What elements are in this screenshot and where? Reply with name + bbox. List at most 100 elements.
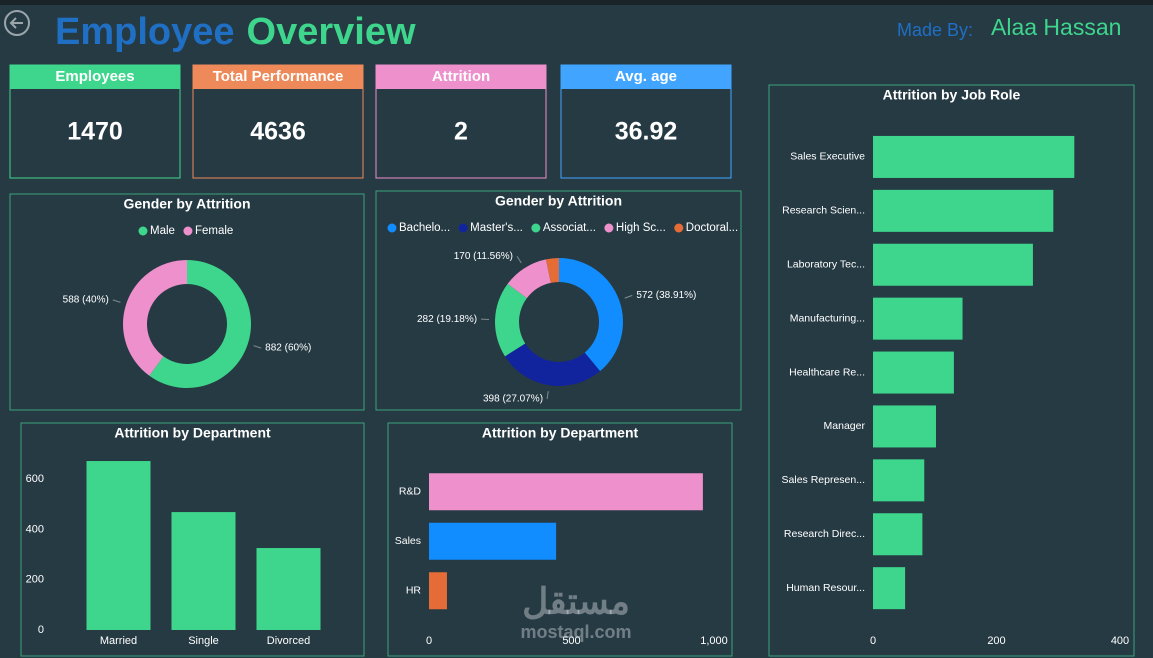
x-tick-label: Divorced — [267, 635, 310, 647]
chart-title: Attrition by Department — [114, 425, 271, 441]
leader-line — [516, 255, 522, 264]
x-tick-label: 400 — [1111, 635, 1129, 647]
title-part: Overview — [247, 11, 416, 53]
watermark: mostaql.com — [520, 622, 631, 642]
bar — [873, 135, 1075, 178]
y-tick-label: Laboratory Tec... — [787, 259, 865, 271]
data-label: 170 (11.56%) — [454, 251, 513, 262]
legend-marker — [387, 223, 397, 233]
bar — [873, 567, 906, 610]
bar — [256, 548, 321, 630]
legend-label: Master's... — [470, 222, 523, 234]
legend-marker — [138, 226, 148, 236]
legend-label: Male — [150, 225, 175, 237]
bar — [171, 512, 236, 630]
data-label: 572 (38.91%) — [636, 290, 696, 301]
y-tick-label: Manufacturing... — [790, 312, 865, 324]
data-label: 882 (60%) — [265, 343, 311, 354]
donut-slice — [559, 258, 623, 372]
y-tick-label: 200 — [26, 574, 44, 586]
kpi-header — [10, 65, 180, 89]
chart-title: Attrition by Department — [482, 425, 639, 441]
kpi-value: 4636 — [250, 118, 306, 146]
data-label: 282 (19.18%) — [417, 314, 477, 325]
chart-title: Gender by Attrition — [495, 193, 622, 209]
panel — [375, 190, 742, 411]
legend-marker — [531, 223, 541, 233]
donut-slice — [122, 260, 187, 376]
y-tick-label: Sales Represen... — [782, 474, 865, 486]
bar — [873, 405, 936, 448]
y-tick-label: Healthcare Re... — [789, 366, 865, 378]
donut-slice — [149, 260, 251, 389]
leader-line — [624, 294, 633, 299]
title: Employee Overview — [55, 11, 416, 53]
kpi-header — [193, 65, 363, 89]
legend-label: Associat... — [543, 222, 596, 234]
panel — [9, 193, 365, 411]
kpi-value: 1470 — [67, 118, 123, 146]
y-tick-label: R&D — [399, 486, 422, 498]
legend-label: Bachelo... — [399, 222, 450, 234]
x-tick-label: 500 — [562, 635, 580, 647]
panel — [20, 422, 365, 657]
x-tick-label: Married — [100, 635, 137, 647]
kpi-value: 36.92 — [615, 118, 678, 146]
data-label: 588 (40%) — [63, 295, 109, 306]
leader-line — [546, 391, 549, 400]
kpi-label: Total Performance — [213, 68, 344, 85]
watermark: مستقل — [522, 581, 630, 622]
bar — [429, 522, 557, 560]
leader-line — [253, 345, 262, 349]
donut-slice — [507, 259, 551, 299]
made-by-name: Alaa Hassan — [991, 14, 1121, 40]
panel — [387, 422, 733, 657]
made-by-label: Made By: — [897, 20, 973, 40]
x-tick-label: 0 — [870, 635, 876, 647]
bar — [873, 513, 923, 556]
bar — [873, 297, 963, 340]
data-label: 398 (27.07%) — [483, 394, 543, 405]
legend-marker — [183, 226, 193, 236]
y-tick-label: 400 — [26, 523, 44, 535]
legend-label: High Sc... — [616, 222, 666, 234]
kpi-header — [376, 65, 546, 89]
x-tick-label: 200 — [987, 635, 1005, 647]
y-tick-label: Research Scien... — [782, 205, 865, 217]
bar — [873, 351, 954, 394]
title-part: Employee — [55, 11, 235, 53]
y-tick-label: Sales — [395, 535, 421, 547]
back-button[interactable] — [4, 10, 30, 36]
y-tick-label: HR — [406, 585, 422, 597]
legend-marker — [604, 223, 614, 233]
donut-slice — [495, 283, 527, 357]
x-tick-label: 0 — [426, 635, 432, 647]
kpi-label: Avg. age — [615, 68, 677, 85]
bar — [873, 189, 1054, 232]
kpi-header — [561, 65, 731, 89]
kpi-label: Employees — [55, 68, 134, 85]
y-tick-label: 600 — [26, 473, 44, 485]
legend-marker — [674, 223, 684, 233]
kpi-label: Attrition — [432, 68, 490, 85]
legend-label: Female — [195, 225, 233, 237]
bar — [429, 473, 703, 511]
donut-slice — [504, 343, 601, 387]
bar — [873, 243, 1033, 286]
top-strip — [0, 0, 1153, 5]
y-tick-label: 0 — [38, 624, 44, 636]
bar — [86, 461, 151, 630]
chart-title: Gender by Attrition — [123, 196, 250, 212]
donut-slice — [545, 258, 559, 283]
x-tick-label: 1,000 — [700, 635, 728, 647]
panel — [768, 84, 1135, 657]
y-tick-label: Human Resour... — [786, 582, 865, 594]
kpi-value: 2 — [454, 118, 468, 146]
legend-label: Doctoral... — [686, 222, 738, 234]
legend-marker — [458, 223, 468, 233]
leader-line — [112, 299, 121, 303]
bar — [873, 459, 925, 502]
bar — [429, 572, 447, 610]
y-tick-label: Research Direc... — [784, 528, 865, 540]
y-tick-label: Manager — [824, 420, 866, 432]
